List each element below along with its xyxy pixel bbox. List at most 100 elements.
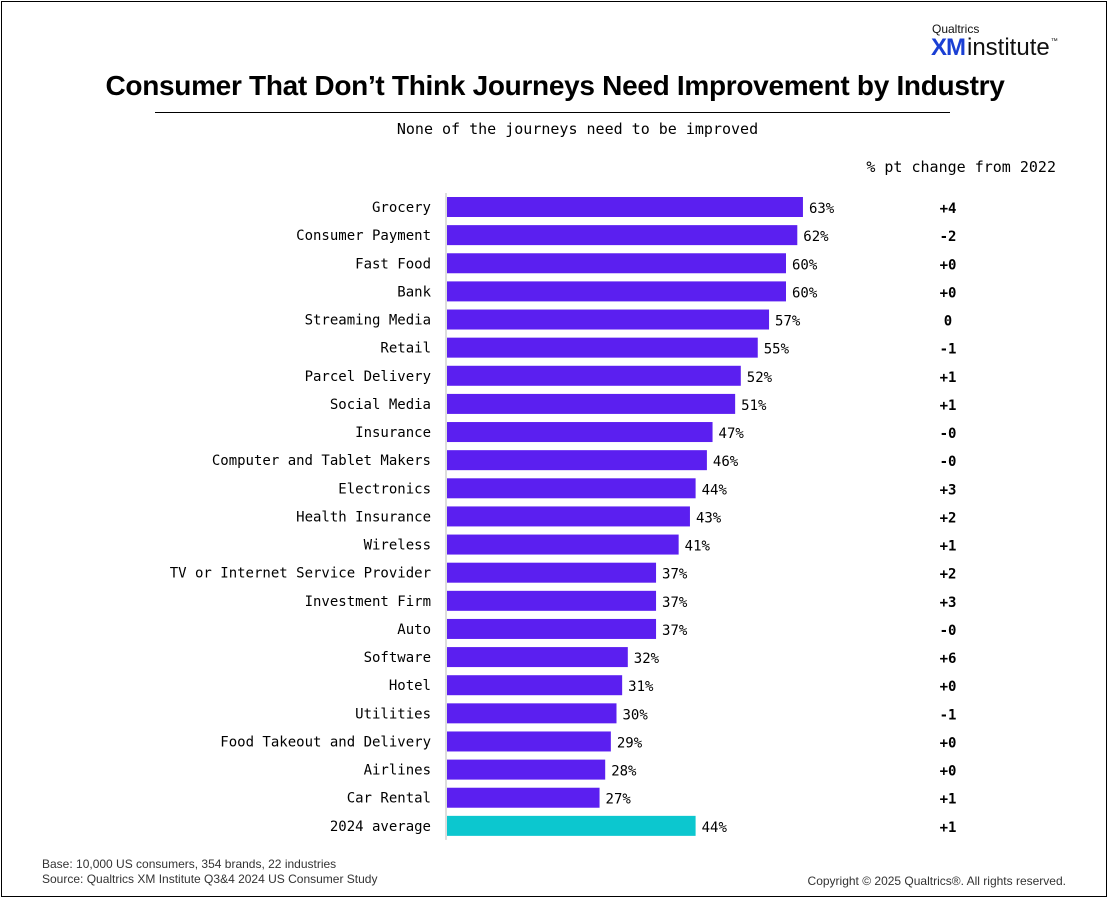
value-label: 57% bbox=[775, 314, 801, 330]
bar bbox=[447, 337, 758, 358]
category-label: Grocery bbox=[372, 200, 431, 216]
change-value: -0 bbox=[940, 623, 957, 639]
category-label: Auto bbox=[397, 622, 431, 638]
change-value: +1 bbox=[940, 820, 957, 836]
category-label: Consumer Payment bbox=[296, 228, 431, 244]
value-label: 41% bbox=[685, 539, 711, 555]
value-label: 37% bbox=[662, 595, 688, 611]
change-value: -1 bbox=[940, 707, 957, 723]
category-label: Utilities bbox=[355, 706, 431, 722]
logo-company: Qualtrics bbox=[932, 22, 980, 36]
value-label: 47% bbox=[719, 426, 745, 442]
bar bbox=[447, 253, 786, 274]
value-label: 44% bbox=[702, 820, 728, 836]
change-value: +1 bbox=[940, 370, 957, 386]
change-value: +1 bbox=[940, 398, 957, 414]
bar bbox=[447, 618, 657, 639]
bar bbox=[447, 675, 623, 696]
value-label: 37% bbox=[662, 567, 688, 583]
category-label: Electronics bbox=[338, 481, 431, 497]
category-label: Parcel Delivery bbox=[305, 369, 431, 385]
value-label: 60% bbox=[792, 257, 818, 273]
change-value: -1 bbox=[940, 342, 957, 358]
footer-source: Source: Qualtrics XM Institute Q3&4 2024… bbox=[42, 872, 378, 886]
value-label: 32% bbox=[634, 651, 660, 667]
value-label: 62% bbox=[803, 229, 829, 245]
bar bbox=[447, 478, 696, 499]
value-label: 44% bbox=[702, 482, 728, 498]
change-value: -2 bbox=[940, 229, 957, 245]
category-label: TV or Internet Service Provider bbox=[170, 566, 431, 582]
bar bbox=[447, 365, 741, 386]
change-value: +0 bbox=[940, 679, 957, 695]
bar bbox=[447, 562, 657, 583]
value-label: 55% bbox=[764, 342, 790, 358]
bar bbox=[447, 197, 803, 217]
change-value: +1 bbox=[940, 792, 957, 808]
change-value: +6 bbox=[940, 651, 957, 667]
change-value: +0 bbox=[940, 285, 957, 301]
logo-institute: institute bbox=[967, 34, 1050, 61]
category-label: Hotel bbox=[389, 678, 431, 694]
value-label: 27% bbox=[606, 792, 632, 808]
value-label: 29% bbox=[617, 735, 643, 751]
change-value: +3 bbox=[940, 482, 957, 498]
value-label: 43% bbox=[696, 510, 722, 526]
category-label: Health Insurance bbox=[296, 509, 431, 525]
bar bbox=[447, 534, 679, 555]
chart-title: Consumer That Don’t Think Journeys Need … bbox=[105, 70, 1005, 101]
change-value: -0 bbox=[940, 454, 957, 470]
bar bbox=[447, 759, 606, 780]
bar bbox=[447, 731, 611, 752]
value-label: 30% bbox=[623, 707, 649, 723]
value-label: 31% bbox=[628, 679, 654, 695]
category-label: Food Takeout and Delivery bbox=[220, 734, 431, 750]
category-label: Computer and Tablet Makers bbox=[212, 453, 431, 469]
category-label: Wireless bbox=[364, 538, 431, 554]
change-value: +2 bbox=[940, 510, 957, 526]
bar bbox=[447, 422, 713, 443]
bar bbox=[447, 647, 628, 668]
change-value: +0 bbox=[940, 257, 957, 273]
category-label: Airlines bbox=[364, 763, 431, 779]
category-label: Streaming Media bbox=[305, 313, 431, 329]
category-label: Investment Firm bbox=[305, 594, 431, 610]
change-value: +1 bbox=[940, 539, 957, 555]
value-label: 37% bbox=[662, 623, 688, 639]
change-value: 0 bbox=[944, 314, 952, 330]
category-label: Car Rental bbox=[347, 791, 431, 807]
category-label: Software bbox=[364, 650, 431, 666]
logo-xm: XM bbox=[931, 34, 966, 61]
change-value: +4 bbox=[940, 201, 957, 217]
bar bbox=[447, 590, 657, 611]
category-label: Retail bbox=[380, 341, 431, 357]
average-bar bbox=[447, 815, 696, 836]
xm-institute-logo: XMinstitute™ bbox=[931, 34, 1058, 62]
chart-subtitle: None of the journeys need to be improved bbox=[396, 120, 759, 138]
change-value: -0 bbox=[940, 426, 957, 442]
category-label: Fast Food bbox=[355, 256, 431, 272]
category-label: 2024 average bbox=[330, 819, 431, 835]
bar bbox=[447, 309, 770, 330]
bar bbox=[447, 281, 786, 302]
change-value: +2 bbox=[940, 567, 957, 583]
change-column-header: % pt change from 2022 bbox=[866, 158, 1056, 176]
bar bbox=[447, 225, 798, 246]
change-value: +0 bbox=[940, 735, 957, 751]
value-label: 63% bbox=[809, 201, 835, 217]
value-label: 60% bbox=[792, 285, 818, 301]
value-label: 52% bbox=[747, 370, 773, 386]
change-value: +0 bbox=[940, 764, 957, 780]
value-label: 46% bbox=[713, 454, 739, 470]
category-label: Social Media bbox=[330, 397, 431, 413]
bar bbox=[447, 506, 690, 527]
change-value: +3 bbox=[940, 595, 957, 611]
value-label: 51% bbox=[741, 398, 767, 414]
title-divider bbox=[155, 112, 950, 113]
value-label: 28% bbox=[611, 764, 637, 780]
category-label: Bank bbox=[397, 284, 431, 300]
category-label: Insurance bbox=[355, 425, 431, 441]
logo-tm: ™ bbox=[1050, 38, 1058, 45]
footer-copyright: Copyright © 2025 Qualtrics®. All rights … bbox=[807, 874, 1066, 888]
